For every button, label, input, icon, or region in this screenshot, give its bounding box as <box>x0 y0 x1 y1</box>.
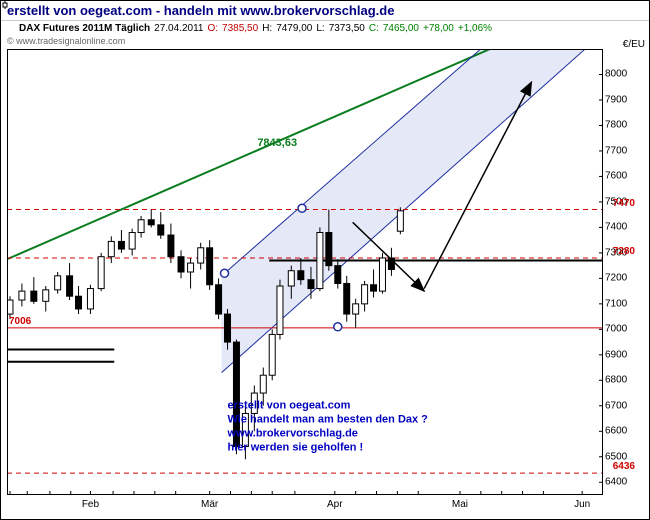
open-label: O: <box>207 23 218 34</box>
y-tick-label: 7700 <box>605 145 627 156</box>
x-tick-label: Apr <box>327 499 343 510</box>
y-axis: €/EU 64006500660067006800690070007100720… <box>603 49 649 495</box>
y-axis-unit: €/EU <box>623 39 645 50</box>
y-tick-label: 7600 <box>605 171 627 182</box>
y-tick-label: 6400 <box>605 477 627 488</box>
open-value: 7385,50 <box>222 23 258 34</box>
close-value: 7465,00 <box>383 23 419 34</box>
svg-text:Wie handelt man am besten den: Wie handelt man am besten den Dax ? <box>228 413 429 425</box>
y-tick-label: 7100 <box>605 298 627 309</box>
y-tick-label: 6600 <box>605 426 627 437</box>
x-tick-label: Feb <box>82 499 99 510</box>
level-label: 6436 <box>613 461 635 472</box>
y-tick-label: 8000 <box>605 69 627 80</box>
x-tick-label: Jun <box>574 499 590 510</box>
y-tick-label: 7900 <box>605 94 627 105</box>
chart-subheader: DAX Futures 2011M Täglich 27.04.2011 O: … <box>1 21 649 36</box>
y-tick-label: 7400 <box>605 222 627 233</box>
y-tick-label: 6800 <box>605 375 627 386</box>
svg-text:erstellt von oegeat.com: erstellt von oegeat.com <box>228 399 351 411</box>
level-label: 7280 <box>613 246 635 257</box>
chart-container: erstellt von oegeat.com - handeln mit ww… <box>0 0 650 520</box>
y-tick-label: 6700 <box>605 400 627 411</box>
low-label: L: <box>316 23 324 34</box>
high-value: 7479,00 <box>276 23 312 34</box>
pct-value: +1,06% <box>458 23 492 34</box>
high-label: H: <box>262 23 272 34</box>
level-label: 7470 <box>613 198 635 209</box>
candlestick-icon <box>7 25 15 33</box>
y-tick-label: 7000 <box>605 324 627 335</box>
copyright-text: © www.tradesignalonline.com <box>1 36 649 46</box>
instrument-title: DAX Futures 2011M Täglich <box>19 23 150 34</box>
x-axis: Feb Mär Apr Mai Jun <box>7 499 603 517</box>
x-tick-label: Mär <box>201 499 218 510</box>
svg-text:www.brokervorschlag.de: www.brokervorschlag.de <box>227 427 358 439</box>
y-tick-label: 7800 <box>605 120 627 131</box>
low-value: 7373,50 <box>329 23 365 34</box>
svg-text:hier werden sie geholfen !: hier werden sie geholfen ! <box>228 441 364 453</box>
plot-area[interactable]: 7843,63 erstellt von oegeat.com Wie handel… <box>7 49 603 495</box>
y-tick-label: 6900 <box>605 349 627 360</box>
level-label: 7006 <box>9 316 31 327</box>
change-value: +78,00 <box>423 23 454 34</box>
close-label: C: <box>369 23 379 34</box>
y-tick-label: 7200 <box>605 273 627 284</box>
chart-header: erstellt von oegeat.com - handeln mit ww… <box>1 1 649 21</box>
x-tick-label: Mai <box>452 499 468 510</box>
svg-text:7843,63: 7843,63 <box>257 137 297 149</box>
date-label: 27.04.2011 <box>154 23 203 34</box>
